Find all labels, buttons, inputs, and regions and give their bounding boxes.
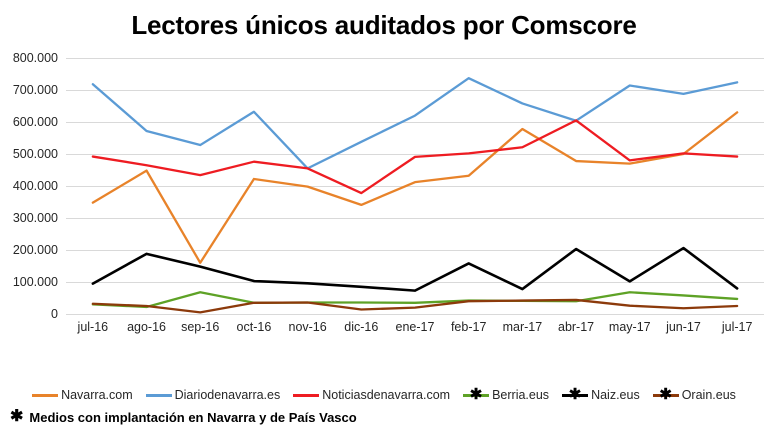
y-axis-tick-label: 300.000 <box>12 211 58 225</box>
asterisk-icon: ✱ <box>469 386 483 404</box>
gridlines <box>66 58 764 315</box>
legend-label: Naiz.eus <box>591 388 640 402</box>
chart-plot-area: 800.000 700.000 600.000 500.000 400.000 300.0… <box>0 51 768 321</box>
chart-legend: Navarra.com Diariodenavarra.es Noticiasden… <box>0 384 768 406</box>
series-line-navarra-com <box>91 111 739 264</box>
x-axis-tick-label: jun-17 <box>666 320 701 334</box>
legend-swatch: ✱ <box>652 387 679 402</box>
x-axis-tick-label: oct-16 <box>236 320 272 334</box>
series-line-diariodenavarra-es <box>91 77 739 170</box>
gridline <box>66 122 764 123</box>
gridline <box>66 314 764 315</box>
series-line-noticiasdenavarra-com <box>91 119 739 195</box>
x-axis-tick-label: dic-16 <box>344 320 379 334</box>
legend-label: Navarra.com <box>61 388 133 402</box>
x-axis-tick-label: mar-17 <box>502 320 543 334</box>
x-axis-tick-label: jul-16 <box>77 320 109 334</box>
x-axis-tick-label: abr-17 <box>557 320 595 334</box>
y-axis: 800.000 700.000 600.000 500.000 400.000 300.0… <box>0 51 62 321</box>
y-axis-tick-label: 100.000 <box>12 275 58 289</box>
y-axis-tick-label: 600.000 <box>12 115 58 129</box>
series-line-berria-eus <box>91 291 739 309</box>
asterisk-icon: ✱ <box>659 386 672 404</box>
legend-label: Noticiasdenavarra.com <box>322 388 451 402</box>
y-axis-tick-label: 500.000 <box>12 147 58 161</box>
legend-item-navarra-com[interactable]: Navarra.com <box>32 388 133 402</box>
gridline <box>66 58 764 59</box>
x-axis-tick-label: nov-16 <box>288 320 327 334</box>
y-axis-tick-label: 700.000 <box>12 83 58 97</box>
asterisk-icon: ✱ <box>568 386 582 404</box>
legend-swatch: ✱ <box>463 387 490 402</box>
gridline <box>66 250 764 251</box>
legend-swatch: ✱ <box>562 387 589 402</box>
legend-item-berria-eus[interactable]: ✱ Berria.eus <box>463 387 550 402</box>
legend-item-orain-eus[interactable]: ✱ Orain.eus <box>652 387 736 402</box>
legend-item-diariodenavarra-es[interactable]: Diariodenavarra.es <box>145 388 281 402</box>
gridline <box>66 218 764 219</box>
chart-footnote: ✱ Medios con implantación en Navarra y d… <box>10 409 357 425</box>
legend-label: Berria.eus <box>492 388 550 402</box>
legend-label: Orain.eus <box>681 388 736 402</box>
asterisk-icon: ✱ <box>10 408 24 425</box>
x-axis-tick-label: ene-17 <box>395 320 435 334</box>
gridline <box>66 282 764 283</box>
series-line-orain-eus <box>91 298 739 314</box>
series-lines <box>91 77 739 314</box>
x-axis: jul-16 ago-16 sep-16 oct-16 nov-16 dic-16 ene-… <box>66 320 764 344</box>
x-axis-tick-label: jul-17 <box>721 320 753 334</box>
x-axis-tick-label: sep-16 <box>181 320 220 334</box>
series-line-naiz-eus <box>91 246 739 292</box>
legend-item-noticiasdenavarra-com[interactable]: Noticiasdenavarra.com <box>293 388 450 402</box>
chart-title: Lectores únicos auditados por Comscore <box>131 10 637 40</box>
x-axis-tick-label: feb-17 <box>450 320 487 334</box>
footnote-text: Medios con implantación en Navarra y de … <box>29 409 357 425</box>
y-axis-tick-label: 0 <box>51 307 58 321</box>
legend-item-naiz-eus[interactable]: ✱ Naiz.eus <box>562 387 640 402</box>
y-axis-tick-label: 400.000 <box>12 179 58 193</box>
legend-swatch <box>145 393 172 397</box>
x-axis-tick-label: ago-16 <box>127 320 166 334</box>
gridline <box>66 154 764 155</box>
gridline <box>66 90 764 91</box>
y-axis-tick-label: 200.000 <box>12 243 58 257</box>
x-axis-tick-label: may-17 <box>608 320 651 334</box>
y-axis-tick-label: 800.000 <box>12 51 58 65</box>
legend-swatch <box>32 393 59 397</box>
legend-swatch <box>293 393 320 397</box>
legend-label: Diariodenavarra.es <box>174 388 281 402</box>
gridline <box>66 186 764 187</box>
